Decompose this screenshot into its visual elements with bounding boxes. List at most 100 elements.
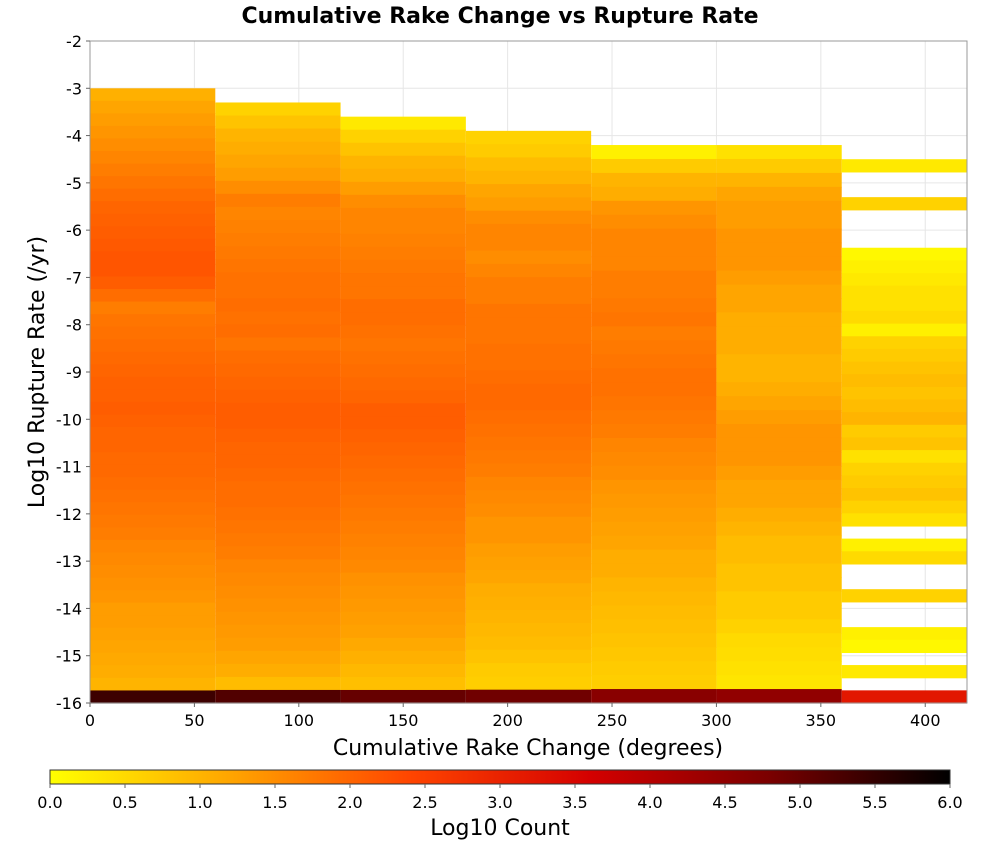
y-tick-label: -4 — [66, 127, 82, 146]
heatmap-cell — [340, 325, 466, 339]
heatmap-cell — [591, 591, 717, 606]
heatmap-cell — [90, 690, 216, 704]
heatmap-cell — [591, 158, 717, 174]
heatmap-cell — [215, 676, 341, 691]
heatmap-cell — [841, 247, 967, 261]
heatmap-cell — [716, 326, 842, 341]
heatmap-cell — [215, 350, 341, 365]
heatmap-cell — [716, 312, 842, 327]
heatmap-cell — [340, 585, 466, 600]
heatmap-cell — [90, 238, 216, 252]
heatmap-cell — [465, 317, 592, 332]
heatmap-cell — [716, 437, 842, 453]
heatmap-cell — [841, 298, 967, 312]
heatmap-cell — [90, 414, 216, 428]
heatmap-cell — [340, 312, 466, 326]
heatmap-cell — [465, 569, 592, 584]
heatmap-cell — [90, 427, 216, 441]
heatmap-cell — [215, 154, 341, 169]
heatmap-cell — [90, 552, 216, 566]
heatmap-cell — [340, 377, 466, 391]
heatmap-cell — [215, 285, 341, 299]
heatmap-cell — [215, 454, 341, 469]
heatmap-cell — [591, 312, 717, 327]
heatmap-cell — [716, 563, 842, 579]
heatmap-cell — [841, 159, 967, 173]
heatmap-cell — [591, 549, 717, 565]
heatmap-cell — [340, 650, 466, 665]
heatmap-cell — [215, 598, 341, 613]
heatmap-cell — [841, 500, 967, 514]
heatmap-cell — [90, 188, 216, 202]
colorbar-tick-label: 1.0 — [187, 793, 212, 812]
heatmap-cell — [215, 115, 341, 130]
heatmap-cell — [215, 494, 341, 508]
heatmap-cell — [465, 277, 592, 292]
heatmap-cell — [340, 468, 466, 483]
y-tick-label: -2 — [66, 32, 82, 51]
heatmap-cell — [591, 437, 717, 453]
heatmap-cell — [465, 663, 592, 677]
heatmap-cell — [340, 351, 466, 365]
heatmap-cell — [215, 611, 341, 626]
heatmap-cell — [340, 390, 466, 404]
heatmap-cell — [591, 647, 717, 662]
heatmap-cell — [90, 376, 216, 390]
heatmap-cell — [716, 284, 842, 300]
heatmap-cell — [90, 652, 216, 666]
heatmap-cell — [340, 637, 466, 652]
heatmap-cell — [90, 289, 216, 303]
heatmap-cell — [340, 572, 466, 587]
heatmap-cell — [841, 488, 967, 502]
x-tick-label: 0 — [85, 711, 95, 730]
heatmap-cell — [215, 363, 341, 378]
heatmap-cell — [841, 450, 967, 464]
heatmap-cell — [465, 157, 592, 172]
heatmap-cell — [215, 298, 341, 312]
heatmap-cell — [465, 516, 592, 531]
x-tick-label: 100 — [284, 711, 315, 730]
heatmap-cell — [90, 640, 216, 654]
heatmap-cell — [465, 343, 592, 358]
heatmap-cell — [465, 423, 592, 438]
heatmap-cell — [591, 605, 717, 620]
y-axis-label: Log10 Rupture Rate (/yr) — [25, 236, 50, 508]
heatmap-cell — [716, 549, 842, 565]
heatmap-cell — [716, 256, 842, 272]
heatmap-cell — [591, 451, 717, 467]
y-tick-label: -12 — [56, 505, 82, 524]
heatmap-cell — [465, 250, 592, 265]
heatmap-cell — [841, 374, 967, 388]
heatmap-cell — [340, 533, 466, 548]
heatmap-cell — [841, 412, 967, 426]
heatmap-cell — [340, 299, 466, 313]
heatmap-cell — [716, 270, 842, 286]
heatmap-cell — [841, 336, 967, 350]
x-tick-label: 300 — [701, 711, 732, 730]
heatmap-cell — [340, 624, 466, 639]
heatmap-cell — [465, 596, 592, 611]
heatmap-cell — [841, 323, 967, 337]
heatmap-cell — [841, 690, 967, 704]
heatmap-cell — [716, 424, 842, 439]
heatmap-cell — [841, 665, 967, 679]
heatmap-cell — [716, 479, 842, 495]
heatmap-cell — [340, 168, 466, 183]
heatmap-cell — [841, 399, 967, 413]
heatmap-cell — [90, 615, 216, 629]
heatmap-cell — [841, 551, 967, 565]
heatmap-cell — [90, 100, 216, 114]
x-tick-label: 250 — [597, 711, 628, 730]
heatmap-cell — [841, 348, 967, 363]
heatmap-cell — [340, 286, 466, 300]
heatmap-cell — [340, 676, 466, 691]
heatmap-cell — [465, 170, 592, 185]
heatmap-cell — [465, 290, 592, 305]
heatmap-cell — [465, 450, 592, 465]
heatmap-cell — [591, 354, 717, 369]
heatmap-cell — [591, 200, 717, 216]
heatmap-cell — [215, 572, 341, 587]
heatmap-cell — [465, 410, 592, 425]
heatmap-cell — [340, 233, 466, 248]
heatmap-cell — [591, 326, 717, 341]
